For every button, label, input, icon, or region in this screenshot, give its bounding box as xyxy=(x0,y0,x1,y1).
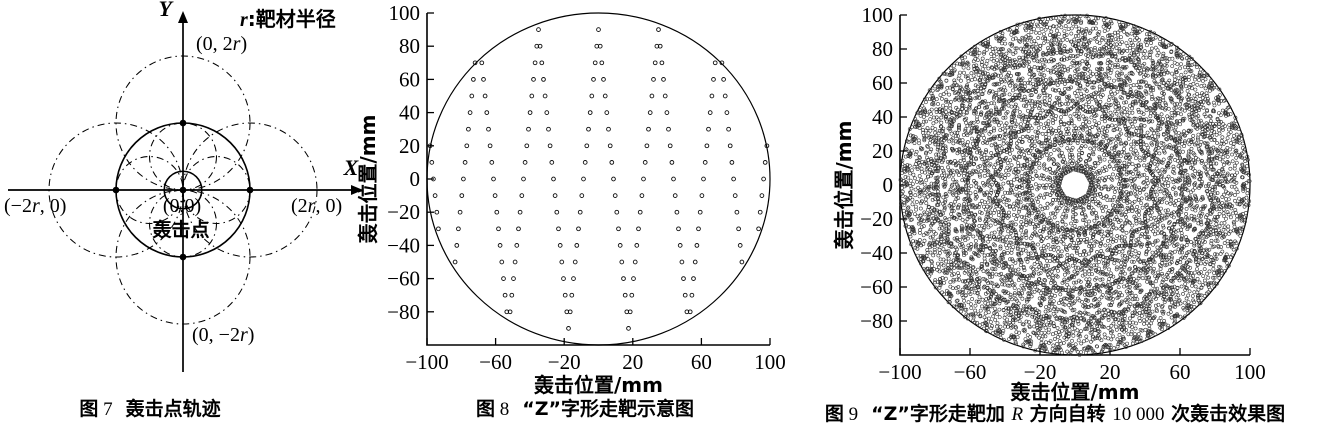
y-tick-label: −80 xyxy=(860,309,893,333)
y-tick-label: 40 xyxy=(872,105,893,129)
x-tick-label: −100 xyxy=(405,350,448,374)
x-tick-label: −100 xyxy=(878,360,921,384)
x-tick-label: −60 xyxy=(954,360,987,384)
x-tick-label: −20 xyxy=(1024,360,1057,384)
caption-part: R xyxy=(1011,404,1024,425)
x-tick-label: 60 xyxy=(1170,360,1191,384)
axis-spines xyxy=(426,13,770,346)
figure8-caption-title: “Z”字形走靶示意图 xyxy=(522,398,695,420)
y-tick-label: 80 xyxy=(872,37,893,61)
caption-part: 9 xyxy=(843,404,859,425)
figure9-caption-title: “Z”字形走靶加 R 方向自转 10 000 次轰击效果图 xyxy=(871,403,1286,425)
figure9-caption-number: 图 9 xyxy=(824,403,859,425)
y-tick-label: 40 xyxy=(399,101,420,125)
figure8-caption-number: 图 8 xyxy=(475,398,510,420)
caption-part: 图 xyxy=(79,398,99,420)
bombardment-points xyxy=(427,27,770,331)
caption-part: 8 xyxy=(495,399,510,420)
target-boundary-circle xyxy=(426,12,771,346)
figure7-trajectory-diagram: Y X (0, 2r) (−2r, 0) (0,0) (2r, 0) (0, −2r) r:靶… xyxy=(4,0,363,372)
x-tick-label: 20 xyxy=(622,350,643,374)
caption-part: 7 xyxy=(98,399,113,420)
x-tick-label: −20 xyxy=(548,350,581,374)
radius-annotation: r:靶材半径 xyxy=(240,7,336,31)
figure7-caption-title: 轰击点轨迹 xyxy=(125,398,221,420)
y-tick-label: −20 xyxy=(860,207,893,231)
y-tick-label: 100 xyxy=(389,1,421,25)
y-axis-title: 轰击位置/mm xyxy=(356,115,380,245)
y-tick-label: −60 xyxy=(860,275,893,299)
figure9-caption: 图 9 “Z”字形走靶加 R 方向自转 10 000 次轰击效果图 xyxy=(772,399,1338,426)
coordinate-label: (0, −2r) xyxy=(192,324,254,346)
target-circle xyxy=(163,170,203,210)
bombardment-points xyxy=(898,13,1252,357)
y-tick-label: −20 xyxy=(387,200,420,224)
y-tick-label: 60 xyxy=(872,71,893,95)
x-tick-label: 20 xyxy=(1100,360,1121,384)
y-tick-label: 20 xyxy=(872,139,893,163)
coordinate-label: (0, 2r) xyxy=(196,33,247,55)
y-tick-label: 0 xyxy=(883,173,894,197)
caption-part: 10 000 xyxy=(1112,404,1165,425)
trajectory-dot xyxy=(112,186,120,194)
x-axis-title: 轰击位置/mm xyxy=(1010,380,1140,404)
bombardment-point-label: 轰击点 xyxy=(151,218,209,241)
figure7-caption: 图 7 轰击点轨迹 xyxy=(0,394,300,421)
x-axis-title: 轰击位置/mm xyxy=(533,373,663,397)
caption-part: 图 xyxy=(824,403,844,425)
y-axis-letter: Y xyxy=(159,0,175,21)
caption-part: 图 xyxy=(475,398,495,420)
y-tick-label: 80 xyxy=(399,34,420,58)
y-tick-label: 100 xyxy=(862,3,894,27)
y-tick-label: −40 xyxy=(860,241,893,265)
y-tick-label: 60 xyxy=(399,67,420,91)
y-tick-label: −60 xyxy=(387,267,420,291)
trajectory-dot xyxy=(179,186,187,194)
figure7-caption-number: 图 7 xyxy=(79,398,113,420)
trajectory-dot xyxy=(246,186,254,194)
caption-part: “Z”字形走靶加 xyxy=(871,403,1012,425)
caption-part: 轰击点轨迹 xyxy=(125,398,221,420)
x-axis-arrowhead xyxy=(351,185,363,195)
x-tick-label: 60 xyxy=(691,350,712,374)
figure8-z-walk-scatter: −100 −60 −20 20 60 100 100 80 60 40 20 0 −20 −40 −60 −8… xyxy=(356,1,786,397)
trajectory-dot xyxy=(179,253,187,261)
caption-part: “Z”字形走靶示意图 xyxy=(522,398,695,420)
caption-part: 次轰击效果图 xyxy=(1164,403,1286,425)
x-tick-label: 100 xyxy=(754,350,786,374)
y-axis-title: 轰击位置/mm xyxy=(832,121,856,251)
trajectory-dot xyxy=(179,119,187,127)
figure9-rotation-scatter: −100 −60 −20 20 60 100 100 80 60 40 20 0 −20 −40 −60 −8… xyxy=(832,3,1266,404)
coordinate-label: (2r, 0) xyxy=(291,195,342,217)
coordinate-label: (−2r, 0) xyxy=(4,195,66,217)
caption-part: 方向自转 xyxy=(1023,403,1113,425)
y-tick-label: −40 xyxy=(387,233,420,257)
y-axis-arrowhead xyxy=(178,11,188,23)
figure8-caption: 图 8 “Z”字形走靶示意图 xyxy=(430,394,740,421)
y-tick-label: 20 xyxy=(399,134,420,158)
target-boundary-circle xyxy=(899,14,1251,356)
x-tick-label: 100 xyxy=(1234,360,1266,384)
y-tick-label: −80 xyxy=(387,300,420,324)
x-axis-letter: X xyxy=(343,155,360,180)
x-tick-label: −60 xyxy=(479,350,512,374)
coordinate-label: (0,0) xyxy=(163,195,201,217)
y-tick-label: 0 xyxy=(410,167,421,191)
